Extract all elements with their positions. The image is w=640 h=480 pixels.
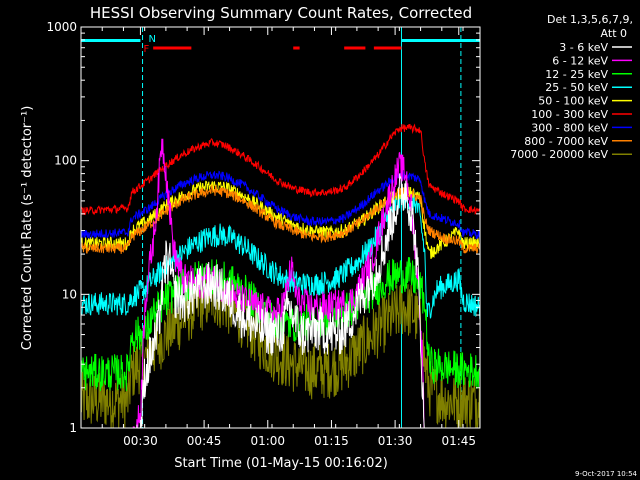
x-tick-label-3: 01:15 [314,434,349,448]
flag-n-label: N [149,34,156,45]
x-axis-label: Start Time (01-May-15 00:16:02) [174,456,388,471]
series-line-7 [81,183,480,254]
flag-f-span-2 [344,46,366,50]
footer-timestamp: 9-Oct-2017 10:54 [575,470,638,478]
y-tick-label-1: 10 [62,287,77,301]
legend-header-line-1: Det 1,3,5,6,7,9, [547,13,633,26]
plot-frame [80,26,481,429]
legend-label-2: 12 - 25 keV [545,68,608,81]
y-axis-label: Corrected Count Rate (s⁻¹ detector⁻¹) [20,106,35,351]
x-tick-label-0: 00:30 [123,434,158,448]
flag-n-span-1 [401,39,480,42]
flag-f-label: F [144,44,150,55]
series-line-6 [81,170,480,240]
legend-label-3: 25 - 50 keV [545,81,608,94]
legend-label-1: 6 - 12 keV [552,54,608,67]
legend-label-0: 3 - 6 keV [559,41,608,54]
legend-header-line-2: Att 0 [601,27,627,40]
x-tick-label-2: 01:00 [250,434,285,448]
y-tick-label-2: 100 [54,154,77,168]
y-tick-label-0: 1 [69,421,77,435]
flag-f-span-3 [373,46,402,50]
legend-label-7: 800 - 7000 keV [524,135,608,148]
axes: 00:30 00:45 01:00 01:15 01:30 01:45 1 10 100 1000 [46,20,480,448]
legend-label-8: 7000 - 20000 keV [510,148,608,161]
flag-n-span-0 [81,39,141,42]
series-layer [81,123,480,428]
legend-label-4: 50 - 100 keV [538,95,608,108]
series-line-5 [81,123,480,216]
x-tick-label-4: 01:30 [378,434,413,448]
series-line-8 [81,274,480,428]
x-tick-label-1: 00:45 [187,434,222,448]
legend-label-5: 100 - 300 keV [531,108,608,121]
y-tick-label-3: 1000 [46,20,77,34]
flag-f-span-0 [153,46,192,50]
x-tick-label-5: 01:45 [441,434,476,448]
legend-label-6: 300 - 800 keV [531,121,608,134]
series-line-4 [81,180,480,260]
series-line-1 [131,138,425,428]
flag-f-span-1 [293,46,300,50]
chart-title: HESSI Observing Summary Count Rates, Cor… [90,4,472,22]
flag-bars: NF [81,34,480,55]
series-line-0 [136,173,425,428]
